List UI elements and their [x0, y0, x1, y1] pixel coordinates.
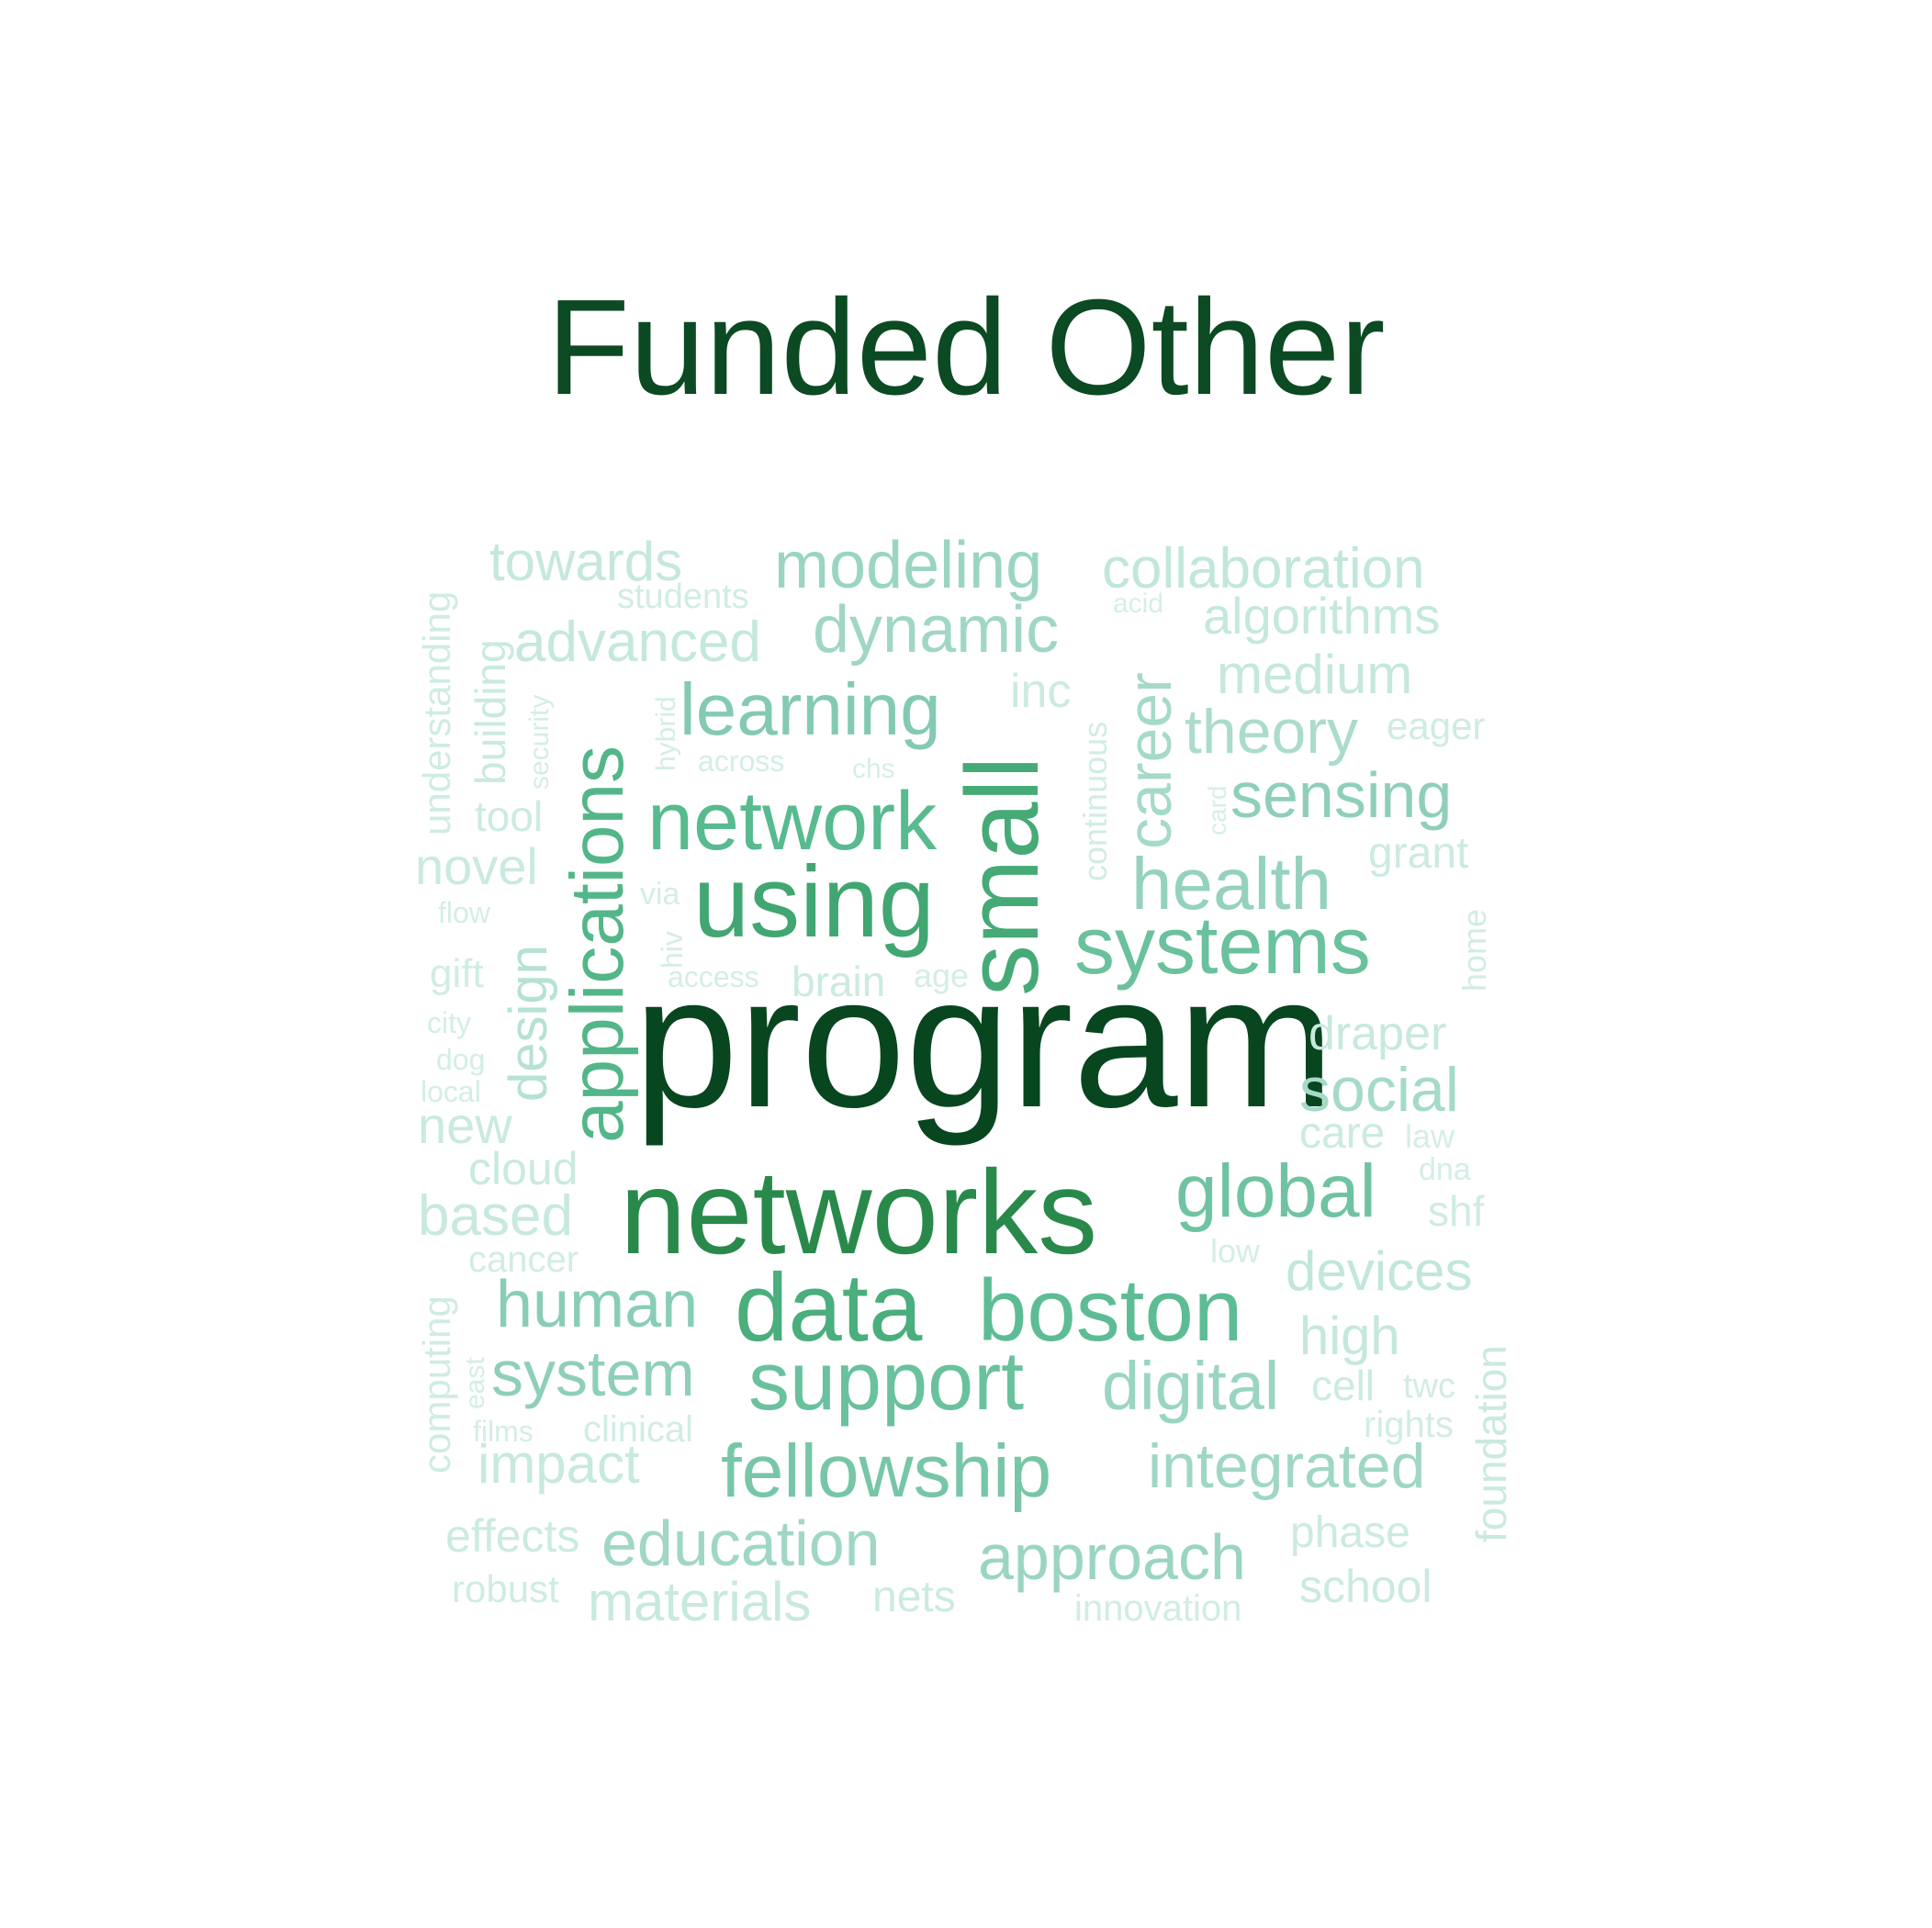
word-students: students [617, 577, 749, 616]
word-acid: acid [1113, 588, 1163, 619]
word-local: local [421, 1075, 481, 1108]
word-school: school [1299, 1561, 1432, 1612]
word-health: health [1131, 843, 1331, 925]
word-innovation: innovation [1074, 1588, 1241, 1629]
word-using: using [693, 846, 935, 958]
word-cell: cell [1311, 1362, 1375, 1409]
word-foundation: foundation [1467, 1345, 1515, 1542]
word-eager: eager [1387, 704, 1485, 747]
word-novel: novel [415, 837, 538, 895]
word-devices: devices [1286, 1240, 1472, 1302]
word-hybrid: hybrid [651, 696, 681, 771]
word-cancer: cancer [468, 1239, 578, 1280]
word-network: network [647, 776, 938, 868]
word-learning: learning [680, 668, 941, 750]
word-human: human [496, 1268, 698, 1341]
word-dynamic: dynamic [813, 593, 1059, 667]
word-low: low [1210, 1232, 1261, 1270]
word-social: social [1299, 1055, 1459, 1125]
word-via: via [640, 877, 680, 912]
word-towards: towards [489, 531, 682, 592]
word-cloud: cloud [468, 1143, 578, 1194]
word-continuous: continuous [1076, 722, 1114, 881]
word-design: design [499, 945, 558, 1102]
word-systems: systems [1074, 900, 1371, 991]
word-fellowship: fellowship [721, 1429, 1051, 1513]
word-applications: applications [556, 745, 639, 1143]
word-networks: networks [620, 1145, 1097, 1279]
word-boston: boston [978, 1261, 1242, 1360]
word-materials: materials [588, 1571, 811, 1632]
word-city: city [427, 1006, 471, 1039]
word-law: law [1405, 1117, 1455, 1155]
word-home: home [1455, 909, 1493, 992]
word-advanced: advanced [514, 611, 761, 674]
word-chs: chs [852, 754, 895, 784]
word-system: system [491, 1338, 695, 1409]
word-hiv: hiv [656, 931, 689, 969]
word-support: support [748, 1336, 1024, 1428]
word-medium: medium [1217, 644, 1412, 705]
word-robust: robust [452, 1567, 559, 1610]
word-modeling: modeling [774, 529, 1042, 602]
word-flow: flow [438, 896, 491, 929]
word-clinical: clinical [583, 1409, 693, 1450]
word-global: global [1175, 1149, 1376, 1233]
word-inc: inc [1010, 665, 1071, 718]
word-age: age [914, 957, 969, 994]
word-shf: shf [1428, 1187, 1485, 1235]
word-tool: tool [475, 792, 543, 840]
word-grant: grant [1368, 829, 1468, 878]
word-care: care [1299, 1109, 1385, 1158]
word-understanding: understanding [415, 591, 458, 835]
word-twc: twc [1403, 1367, 1455, 1406]
word-high: high [1299, 1306, 1400, 1366]
word-gift: gift [430, 951, 484, 996]
word-east: east [460, 1357, 490, 1409]
word-access: access [668, 960, 759, 993]
word-career: career [1115, 672, 1185, 849]
word-effects: effects [445, 1510, 579, 1562]
word-data: data [735, 1254, 923, 1362]
word-nets: nets [872, 1573, 956, 1621]
word-impact: impact [477, 1433, 640, 1495]
word-computing: computing [415, 1295, 458, 1474]
chart-title: Funded Other [546, 272, 1386, 423]
word-films: films [473, 1415, 534, 1448]
word-theory: theory [1185, 697, 1358, 767]
word-sensing: sensing [1230, 759, 1452, 831]
word-based: based [418, 1184, 573, 1248]
word-algorithms: algorithms [1203, 587, 1440, 645]
word-digital: digital [1102, 1348, 1279, 1424]
word-brain: brain [792, 958, 885, 1005]
word-program: program [634, 936, 1334, 1147]
word-collaboration: collaboration [1102, 537, 1425, 600]
word-dna: dna [1419, 1152, 1471, 1187]
word-approach: approach [978, 1521, 1246, 1593]
word-building: building [466, 639, 514, 785]
word-security: security [524, 695, 555, 790]
word-small: small [945, 757, 1060, 996]
word-draper: draper [1309, 1007, 1446, 1060]
word-new: new [418, 1096, 512, 1154]
word-rights: rights [1364, 1405, 1454, 1445]
word-phase: phase [1290, 1508, 1410, 1557]
word-dog: dog [436, 1043, 485, 1076]
word-education: education [601, 1508, 881, 1579]
word-card: card [1203, 786, 1231, 835]
word-across: across [698, 745, 784, 778]
word-integrated: integrated [1148, 1431, 1425, 1501]
